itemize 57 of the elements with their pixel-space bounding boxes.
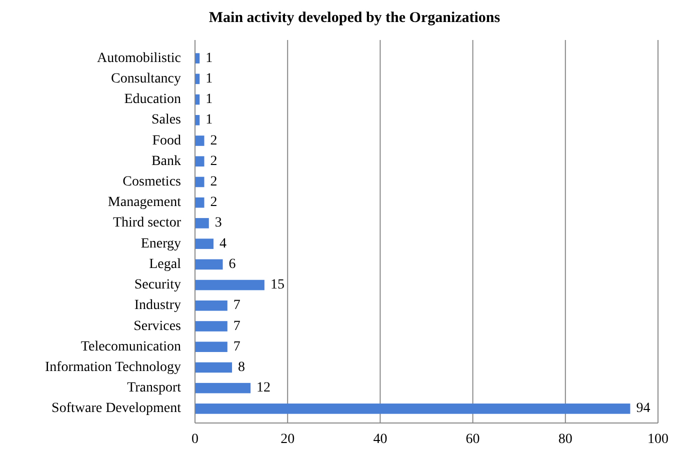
x-tick-label: 40 xyxy=(373,432,388,447)
data-label: 8 xyxy=(238,360,246,375)
y-tick-label: Bank xyxy=(151,154,181,169)
x-tick-label: 60 xyxy=(466,432,480,447)
data-label: 6 xyxy=(228,256,236,272)
bar xyxy=(195,238,214,249)
data-label: 1 xyxy=(206,112,213,128)
data-label: 7 xyxy=(233,339,240,354)
data-label: 15 xyxy=(270,278,284,293)
bar xyxy=(195,342,228,352)
data-label: 94 xyxy=(636,401,650,416)
bar xyxy=(195,321,228,332)
data-label: 2 xyxy=(210,195,218,210)
data-label: 1 xyxy=(206,92,213,108)
bar xyxy=(195,218,209,228)
x-tick-label: 80 xyxy=(558,432,572,447)
bar xyxy=(195,136,204,146)
y-tick-label: Sales xyxy=(151,112,181,128)
x-tick-label: 0 xyxy=(192,432,198,447)
data-label: 2 xyxy=(210,154,218,169)
data-label: 7 xyxy=(233,318,240,334)
bar xyxy=(195,176,204,188)
y-tick-label: Automobilistic xyxy=(97,50,181,66)
y-tick-label: Legal xyxy=(149,256,182,272)
y-tick-label: Telecomunication xyxy=(80,339,181,354)
bar xyxy=(195,300,228,311)
y-tick-label: Transport xyxy=(127,380,182,396)
y-tick-label: Energy xyxy=(140,236,181,252)
data-label: 4 xyxy=(220,236,227,252)
bar xyxy=(195,382,251,394)
data-label: 1 xyxy=(206,71,213,86)
chart-title: Main activity developed by the Organizations xyxy=(208,10,500,26)
y-tick-label: Management xyxy=(108,195,182,210)
bar xyxy=(195,362,232,373)
y-tick-label: Third sector xyxy=(112,216,182,231)
bar xyxy=(195,156,204,167)
y-tick-label: Industry xyxy=(134,298,181,314)
bar xyxy=(195,404,630,414)
x-tick-label: 100 xyxy=(648,432,668,447)
data-label: 7 xyxy=(233,298,240,314)
bar xyxy=(195,197,204,208)
y-tick-label: Information Technology xyxy=(44,360,181,375)
bar xyxy=(195,259,223,270)
x-tick-label: 20 xyxy=(280,432,295,447)
data-label: 2 xyxy=(210,174,218,190)
y-tick-label: Education xyxy=(124,92,181,108)
data-label: 3 xyxy=(214,216,222,231)
y-tick-label: Services xyxy=(134,318,181,334)
y-tick-label: Software Development xyxy=(52,401,182,416)
data-label: 1 xyxy=(206,50,213,66)
y-tick-label: Cosmetics xyxy=(122,174,181,190)
y-tick-label: Security xyxy=(134,278,181,293)
data-label: 12 xyxy=(256,380,271,396)
y-tick-label: Food xyxy=(152,133,181,148)
y-tick-label: Consultancy xyxy=(111,71,181,86)
data-label: 2 xyxy=(210,133,218,148)
bar xyxy=(195,280,264,290)
